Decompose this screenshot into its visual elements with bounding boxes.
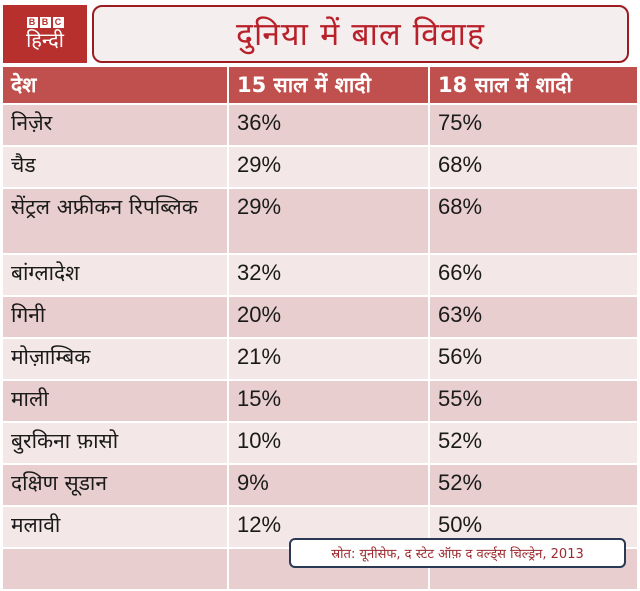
by15-cell: 32% [227, 255, 428, 295]
country-cell: सेंट्रल अफ्रीकन रिपब्लिक [3, 189, 227, 253]
by18-cell: 56% [428, 339, 637, 379]
by15-cell: 15% [227, 381, 428, 421]
table-row: दक्षिण सूडान 9% 52% [3, 465, 637, 507]
by15-cell: 21% [227, 339, 428, 379]
table-row: चैड 29% 68% [3, 147, 637, 189]
by18-cell: 52% [428, 423, 637, 463]
by15-cell: 9% [227, 465, 428, 505]
by15-cell: 10% [227, 423, 428, 463]
by18-cell: 55% [428, 381, 637, 421]
country-cell: बांग्लादेश [3, 255, 227, 295]
bbc-letter: B [26, 17, 38, 28]
bbc-hindi-logo: B B C हिन्दी [3, 5, 87, 63]
by15-cell: 29% [227, 189, 428, 253]
country-cell: बुरकिना फ़ासो [3, 423, 227, 463]
bbc-blocks: B B C [26, 17, 64, 28]
country-cell: माली [3, 381, 227, 421]
country-cell: मलावी [3, 507, 227, 547]
country-cell: गिनी [3, 297, 227, 337]
table-header: देश 15 साल में शादी 18 साल में शादी [3, 67, 637, 105]
table-row: मोज़ाम्बिक 21% 56% [3, 339, 637, 381]
header-married-by-18: 18 साल में शादी [428, 67, 637, 103]
table-row: माली 15% 55% [3, 381, 637, 423]
bbc-letter: C [52, 17, 64, 28]
page-title: दुनिया में बाल विवाह [236, 15, 485, 53]
by18-cell: 68% [428, 147, 637, 187]
table-row: निज़ेर 36% 75% [3, 105, 637, 147]
source-note: स्रोत: यूनीसेफ, द स्टेट ऑफ़ द वर्ल्ड्स च… [289, 538, 626, 568]
by18-cell: 68% [428, 189, 637, 253]
table-row: बांग्लादेश 32% 66% [3, 255, 637, 297]
country-cell: चैड [3, 147, 227, 187]
table-row: सेंट्रल अफ्रीकन रिपब्लिक 29% 68% [3, 189, 637, 255]
logo-subtitle: हिन्दी [26, 28, 64, 52]
country-cell: मोज़ाम्बिक [3, 339, 227, 379]
country-cell: निज़ेर [3, 105, 227, 145]
header-married-by-15: 15 साल में शादी [227, 67, 428, 103]
table-row: बुरकिना फ़ासो 10% 52% [3, 423, 637, 465]
by18-cell: 63% [428, 297, 637, 337]
child-marriage-table: देश 15 साल में शादी 18 साल में शादी निज़… [3, 67, 637, 591]
by18-cell: 52% [428, 465, 637, 505]
table-row: गिनी 20% 63% [3, 297, 637, 339]
by15-cell: 29% [227, 147, 428, 187]
by15-cell: 36% [227, 105, 428, 145]
by18-cell: 75% [428, 105, 637, 145]
by18-cell: 66% [428, 255, 637, 295]
bbc-letter: B [39, 17, 51, 28]
footer-cell [3, 549, 227, 589]
by15-cell: 20% [227, 297, 428, 337]
title-banner: दुनिया में बाल विवाह [92, 5, 629, 63]
country-cell: दक्षिण सूडान [3, 465, 227, 505]
header-country: देश [3, 67, 227, 103]
